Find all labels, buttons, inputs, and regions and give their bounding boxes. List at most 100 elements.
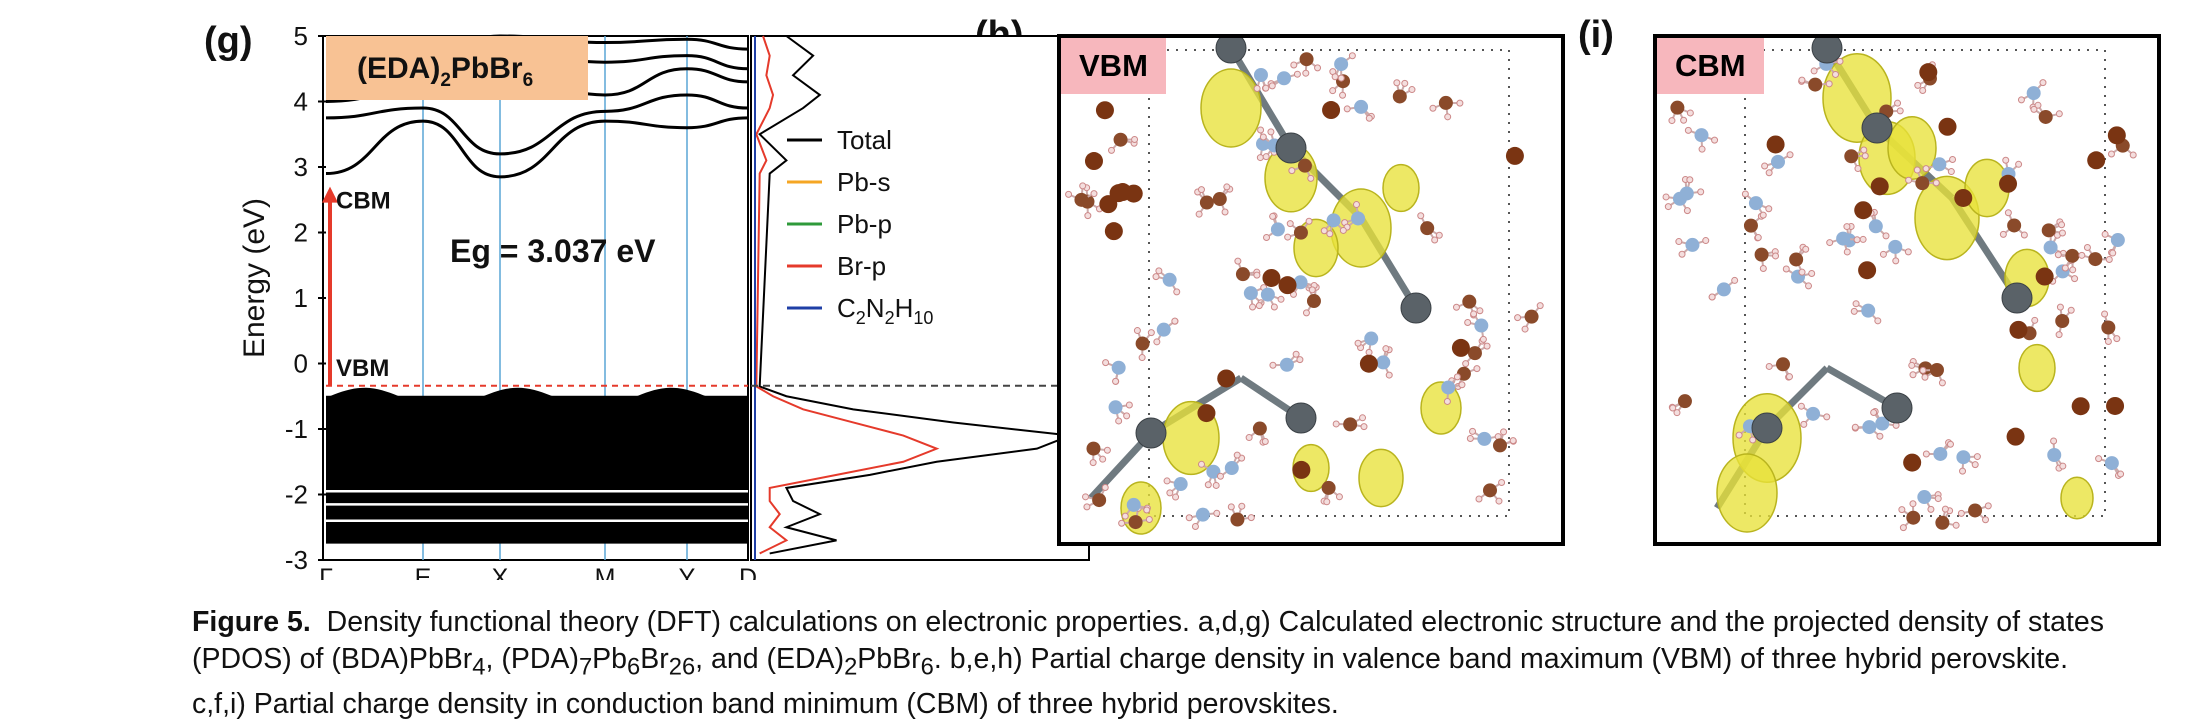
hydrogen-atom — [1385, 371, 1393, 379]
hydrogen-atom — [1879, 250, 1887, 258]
br-atom — [2009, 320, 2028, 339]
carbon-nitrogen-atom — [1074, 192, 1089, 207]
hydrogen-atom — [1195, 210, 1203, 218]
carbon-nitrogen-atom — [1474, 318, 1489, 333]
hydrogen-atom — [1256, 154, 1264, 162]
hydrogen-atom — [2071, 275, 2079, 283]
legend-label: Pb-p — [837, 209, 892, 239]
hydrogen-atom — [1079, 182, 1087, 190]
hydrogen-atom — [1269, 361, 1277, 369]
hydrogen-atom — [1268, 82, 1276, 90]
carbon-nitrogen-atom — [1524, 309, 1539, 324]
hydrogen-atom — [1798, 76, 1806, 84]
charge-density-lobe — [1200, 68, 1262, 148]
hydrogen-atom — [1288, 167, 1296, 175]
hydrogen-atom — [1509, 437, 1517, 445]
hydrogen-atom — [1090, 190, 1098, 198]
hydrogen-atom — [2067, 306, 2075, 314]
hydrogen-atom — [1118, 519, 1126, 527]
hydrogen-atom — [1664, 203, 1672, 211]
carbon-nitrogen-atom — [1206, 464, 1221, 479]
carbon-nitrogen-atom — [1806, 406, 1821, 421]
pb-atom — [1811, 38, 1843, 64]
hydrogen-atom — [1308, 286, 1316, 294]
hydrogen-atom — [2061, 264, 2069, 272]
hydrogen-atom — [1343, 105, 1351, 113]
hydrogen-atom — [1204, 481, 1212, 489]
hydrogen-atom — [1198, 460, 1206, 468]
title-box — [326, 36, 588, 100]
hydrogen-atom — [1172, 493, 1180, 501]
hydrogen-atom — [1365, 114, 1373, 122]
hydrogen-atom — [1444, 113, 1452, 121]
hydrogen-atom — [1269, 212, 1277, 220]
charge-density-lobe — [1716, 453, 1778, 533]
hydrogen-atom — [1759, 211, 1767, 219]
carbon-nitrogen-atom — [1743, 218, 1758, 233]
hydrogen-atom — [1662, 193, 1670, 201]
pb-atom — [2001, 282, 2033, 314]
carbon-nitrogen-atom — [1173, 477, 1188, 492]
br-atom — [1109, 184, 1128, 203]
y-tick-label: -2 — [285, 480, 308, 510]
carbon-nitrogen-atom — [1376, 355, 1391, 370]
hydrogen-atom — [2107, 150, 2115, 158]
pdos-curves — [754, 35, 1071, 560]
carbon-nitrogen-atom — [1128, 515, 1143, 530]
hydrogen-atom — [1927, 505, 1935, 513]
carbon-nitrogen-atom — [1252, 421, 1267, 436]
carbon-nitrogen-atom — [1326, 213, 1341, 228]
hydrogen-atom — [1698, 145, 1706, 153]
carbon-nitrogen-atom — [1677, 394, 1692, 409]
hydrogen-atom — [1860, 146, 1868, 154]
br-atom — [1095, 101, 1114, 120]
hydrogen-atom — [1934, 495, 1942, 503]
vbm-structure-panel: VBM — [1057, 34, 1565, 546]
hydrogen-atom — [1711, 136, 1719, 144]
carbon-nitrogen-atom — [1861, 303, 1876, 318]
carbon-nitrogen-atom — [1776, 357, 1791, 372]
br-atom — [1766, 135, 1785, 154]
valence-band-top — [326, 387, 748, 400]
hydrogen-atom — [2050, 437, 2058, 445]
carbon-nitrogen-atom — [1754, 247, 1769, 262]
y-tick-label: 0 — [294, 349, 308, 379]
unit-cell-outline — [1148, 49, 1510, 517]
carbon-nitrogen-atom — [1351, 211, 1366, 226]
hydrogen-atom — [2083, 243, 2091, 251]
hydrogen-atom — [1352, 201, 1360, 209]
hydrogen-atom — [1464, 318, 1472, 326]
band-structure-chart: Energy (eV) 5 4 3 2 1 0 -1 -2 -3 Γ E X M Y D (EDA)2Pb… — [238, 21, 1090, 580]
hydrogen-atom — [1227, 503, 1235, 511]
hydrogen-atom — [1262, 153, 1270, 161]
charge-density-lobe — [2018, 343, 2056, 393]
hydrogen-atom — [1904, 248, 1912, 256]
hydrogen-atom — [2015, 160, 2023, 168]
y-tick-label: -3 — [285, 545, 308, 575]
hydrogen-atom — [1456, 99, 1464, 107]
hydrogen-atom — [1360, 423, 1368, 431]
charge-density-lobe — [2060, 476, 2094, 520]
hydrogen-atom — [1131, 135, 1139, 143]
hydrogen-atom — [1152, 273, 1160, 281]
hydrogen-atom — [1861, 152, 1869, 160]
pb-atom — [1285, 402, 1317, 434]
hydrogen-atom — [1808, 270, 1816, 278]
x-tick-label: X — [492, 564, 509, 580]
hydrogen-atom — [1984, 502, 1992, 510]
hydrogen-atom — [1408, 86, 1416, 94]
hydrogen-atom — [1536, 302, 1544, 310]
carbon-nitrogen-atom — [1770, 154, 1785, 169]
carbon-nitrogen-atom — [1462, 294, 1477, 309]
carbon-nitrogen-atom — [1111, 360, 1126, 375]
hydrogen-atom — [1973, 453, 1981, 461]
hydrogen-atom — [2002, 156, 2010, 164]
hydrogen-atom — [1166, 489, 1174, 497]
hydrogen-atom — [1335, 493, 1343, 501]
pb-atom — [1275, 132, 1307, 164]
hydrogen-atom — [1435, 231, 1443, 239]
br-atom — [1999, 174, 2018, 193]
carbon-nitrogen-atom — [1293, 225, 1308, 240]
hydrogen-atom — [1469, 427, 1477, 435]
